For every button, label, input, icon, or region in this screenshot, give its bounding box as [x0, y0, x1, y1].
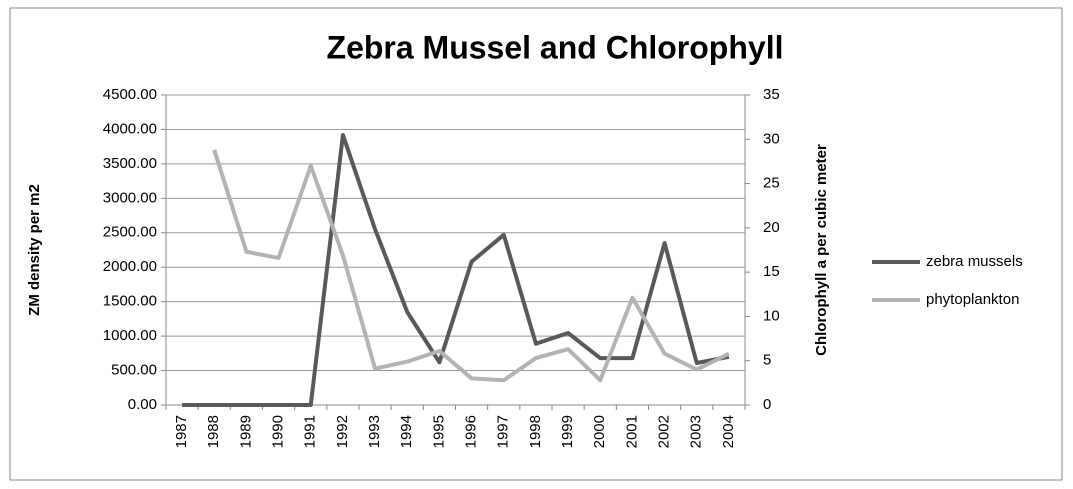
x-tick-label: 1997: [495, 415, 512, 448]
chart-frame: [9, 7, 1063, 481]
y-tick-label: 500.00: [111, 362, 157, 379]
y2-tick-label: 15: [763, 263, 780, 280]
legend-label: zebra mussels: [926, 253, 1023, 270]
x-tick-label: 1989: [237, 415, 254, 448]
x-tick-label: 1994: [398, 415, 415, 448]
y2-tick-label: 5: [763, 352, 771, 369]
x-tick-label: 2003: [688, 415, 705, 448]
x-tick-label: 1998: [527, 415, 544, 448]
chart-title: Zebra Mussel and Chlorophyll: [327, 29, 784, 65]
y2-axis-label: Chlorophyll a per cubic meter: [813, 144, 830, 356]
y-tick-label: 3500.00: [103, 155, 157, 172]
y2-tick-label: 0: [763, 396, 771, 413]
y2-tick-label: 30: [763, 130, 780, 147]
x-tick-label: 1987: [173, 415, 190, 448]
y2-tick-label: 20: [763, 219, 780, 236]
series-line: [182, 132, 730, 407]
y-tick-label: 2500.00: [103, 224, 157, 241]
series-line: [212, 149, 730, 383]
y-tick-label: 4000.00: [103, 120, 157, 137]
x-tick-label: 1991: [302, 415, 319, 448]
x-tick-label: 2004: [720, 415, 737, 448]
x-tick-label: 2001: [623, 415, 640, 448]
y2-tick-label: 10: [763, 307, 780, 324]
legend-label: phytoplankton: [926, 291, 1019, 308]
x-tick-label: 2002: [656, 415, 673, 448]
x-tick-label: 1999: [559, 415, 576, 448]
y-tick-label: 1000.00: [103, 327, 157, 344]
x-tick-label: 2000: [591, 415, 608, 448]
y-tick-label: 2000.00: [103, 258, 157, 275]
x-tick-label: 1988: [205, 415, 222, 448]
x-tick-label: 1996: [463, 415, 480, 448]
x-tick-label: 1993: [366, 415, 383, 448]
x-tick-label: 1990: [270, 415, 287, 448]
y-axis-label: ZM density per m2: [26, 184, 43, 316]
y2-tick-label: 35: [763, 86, 780, 103]
x-tick-label: 1992: [334, 415, 351, 448]
y-tick-label: 4500.00: [103, 86, 157, 103]
y-tick-label: 1500.00: [103, 293, 157, 310]
y2-tick-label: 25: [763, 175, 780, 192]
y-tick-label: 3000.00: [103, 189, 157, 206]
x-tick-label: 1995: [430, 415, 447, 448]
y-tick-label: 0.00: [128, 396, 157, 413]
